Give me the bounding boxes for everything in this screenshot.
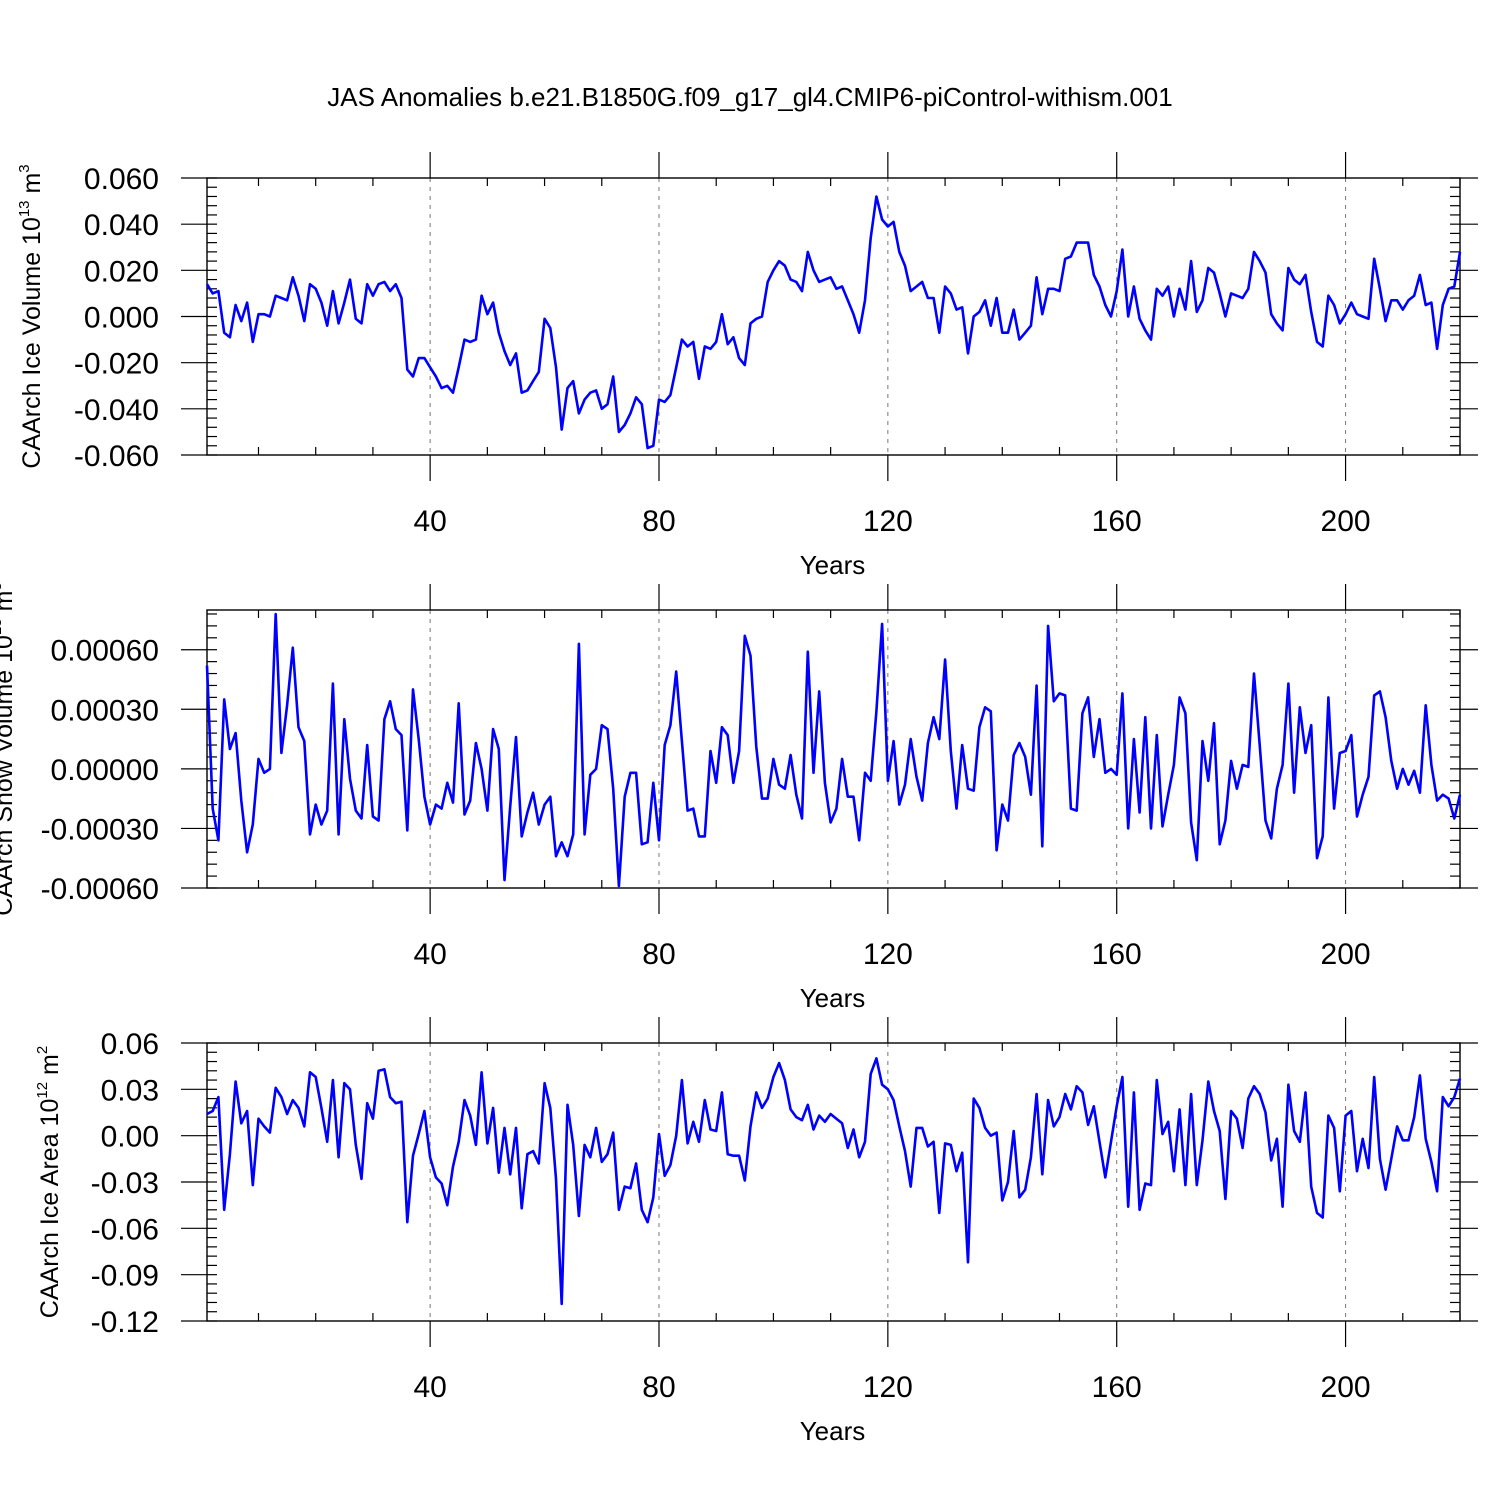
- y-tick-label: 0.00000: [51, 754, 159, 787]
- y-axis-label: CAArch Snow Volume 1013 m3: [0, 582, 18, 916]
- x-tick-label: 200: [1321, 505, 1371, 538]
- y-axis-label: CAArch Ice Volume 1013 m3: [16, 164, 46, 468]
- x-tick-label: 160: [1092, 1371, 1142, 1404]
- snow-volume-series-line: [205, 612, 1462, 888]
- y-tick-label: -0.09: [91, 1260, 159, 1293]
- x-axis-label: Years: [800, 550, 866, 580]
- y-tick-label: -0.00060: [41, 873, 159, 906]
- y-tick-label: -0.020: [74, 348, 159, 381]
- x-tick-label: 80: [642, 505, 675, 538]
- y-tick-label: 0.00060: [51, 635, 159, 668]
- x-tick-label: 120: [863, 938, 913, 971]
- y-tick-label: 0.00030: [51, 694, 159, 727]
- y-tick-label: 0.020: [84, 255, 159, 288]
- x-tick-label: 200: [1321, 938, 1371, 971]
- x-tick-label: 200: [1321, 1371, 1371, 1404]
- y-tick-label: 0.060: [84, 163, 159, 196]
- ice-volume-series-line: [205, 195, 1462, 450]
- y-tick-label: -0.12: [91, 1306, 159, 1339]
- y-tick-label: -0.060: [74, 440, 159, 473]
- x-axis-label: Years: [800, 983, 866, 1013]
- ice-area-series-line: [206, 1057, 1462, 1306]
- x-tick-label: 120: [863, 1371, 913, 1404]
- y-tick-label: 0.00: [101, 1121, 159, 1154]
- y-tick-label: -0.06: [91, 1213, 159, 1246]
- snow-volume-panel: 40 80 120 160 200 -0.00060 -0.00030 0.00000 0.00…: [0, 582, 1478, 1013]
- x-axis-label: Years: [800, 1416, 866, 1446]
- plot-frame: [206, 609, 1461, 889]
- ice-volume-panel: 40 80 120 160 200 -0.060 -0.040 -0.020 0.000 0.02…: [16, 152, 1478, 580]
- y-tick-label: -0.00030: [41, 813, 159, 846]
- y-tick-label: 0.06: [101, 1028, 159, 1061]
- x-tick-label: 80: [642, 1371, 675, 1404]
- y-tick-label: 0.03: [101, 1074, 159, 1107]
- x-tick-label: 80: [642, 938, 675, 971]
- y-tick-label: 0.000: [84, 302, 159, 335]
- y-axis-label: CAArch Ice Area 1012 m2: [34, 1046, 64, 1318]
- x-tick-label: 120: [863, 505, 913, 538]
- ice-area-panel: 40 80 120 160 200 -0.12 -0.09 -0.06 -0.03 0.00 0.0…: [34, 1017, 1478, 1446]
- x-tick-label: 160: [1092, 938, 1142, 971]
- chart-title: JAS Anomalies b.e21.B1850G.f09_g17_gl4.C…: [327, 82, 1172, 112]
- y-tick-label: -0.040: [74, 394, 159, 427]
- x-tick-label: 40: [413, 505, 446, 538]
- x-tick-label: 160: [1092, 505, 1142, 538]
- y-tick-label: -0.03: [91, 1167, 159, 1200]
- y-tick-label: 0.040: [84, 209, 159, 242]
- x-tick-label: 40: [413, 1371, 446, 1404]
- x-tick-label: 40: [413, 938, 446, 971]
- plot-frame: [206, 1042, 1461, 1322]
